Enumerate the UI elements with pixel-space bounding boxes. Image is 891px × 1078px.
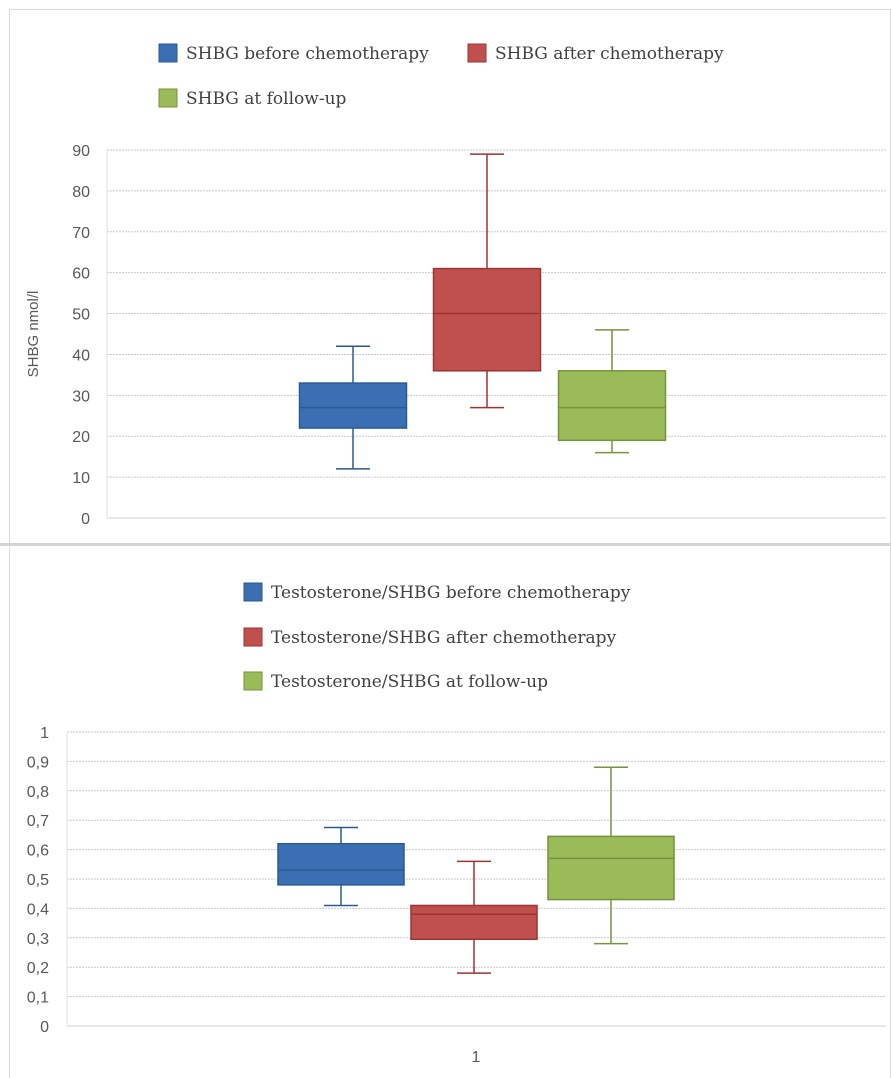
y-tick-label: 0: [81, 511, 90, 528]
box-1: [298, 345, 408, 470]
legend-label: Testosterone/SHBG after chemotherapy: [271, 628, 617, 648]
box-body: [298, 382, 408, 429]
y-tick-label: 90: [72, 143, 90, 160]
y-tick-label: 0,8: [27, 784, 49, 801]
y-tick-label: 50: [72, 307, 90, 324]
legend-label: SHBG before chemotherapy: [186, 44, 429, 64]
legend-swatch: [158, 88, 178, 108]
y-tick-label: 30: [72, 388, 90, 405]
box-body: [432, 267, 542, 372]
y-tick-label: 0,4: [27, 901, 49, 918]
box-3: [557, 329, 667, 454]
legend-label: SHBG after chemotherapy: [495, 44, 724, 64]
shbg-chart-panel: SHBG before chemotherapy SHBG after chemo…: [9, 9, 891, 544]
y-axis-title: SHBG nmol/l: [25, 291, 42, 378]
box-body: [277, 842, 405, 886]
testosterone-shbg-boxplot-chart: Testosterone/SHBG before chemotherapy Tes…: [27, 582, 886, 1066]
y-tick-label: 0,7: [27, 813, 49, 830]
y-tick-label: 0,6: [27, 843, 49, 860]
y-tick-label: 80: [72, 184, 90, 201]
box-2: [410, 860, 538, 974]
y-tick-label: 0,1: [27, 990, 49, 1007]
box-body: [547, 835, 675, 901]
box-1: [277, 826, 405, 907]
legend-swatch: [158, 43, 178, 63]
y-tick-label: 0,3: [27, 931, 49, 948]
y-tick-label: 20: [72, 429, 90, 446]
legend-swatch: [243, 671, 263, 691]
y-tick-label: 70: [72, 225, 90, 242]
y-tick-label: 60: [72, 266, 90, 283]
box-2: [432, 153, 542, 409]
legend-label: Testosterone/SHBG at follow-up: [271, 672, 548, 692]
legend-swatch: [243, 582, 263, 602]
y-tick-label: 0: [40, 1019, 49, 1036]
y-tick-label: 10: [72, 470, 90, 487]
legend-swatch: [243, 627, 263, 647]
x-tick-label: 1: [472, 1049, 481, 1066]
legend-label: Testosterone/SHBG before chemotherapy: [271, 583, 631, 603]
y-tick-label: 1: [40, 725, 49, 742]
testosterone-shbg-chart-panel: Testosterone/SHBG before chemotherapy Tes…: [9, 546, 891, 1078]
y-tick-label: 0,9: [27, 754, 49, 771]
legend-label: SHBG at follow-up: [186, 89, 347, 109]
box-body: [410, 904, 538, 941]
box-body: [557, 370, 667, 442]
box-3: [547, 766, 675, 945]
chart-divider: [0, 543, 891, 546]
y-tick-label: 0,5: [27, 872, 49, 889]
shbg-boxplot-chart: SHBG before chemotherapy SHBG after chemo…: [25, 43, 886, 528]
y-tick-label: 0,2: [27, 960, 49, 977]
y-tick-label: 40: [72, 347, 90, 364]
legend-swatch: [467, 43, 487, 63]
